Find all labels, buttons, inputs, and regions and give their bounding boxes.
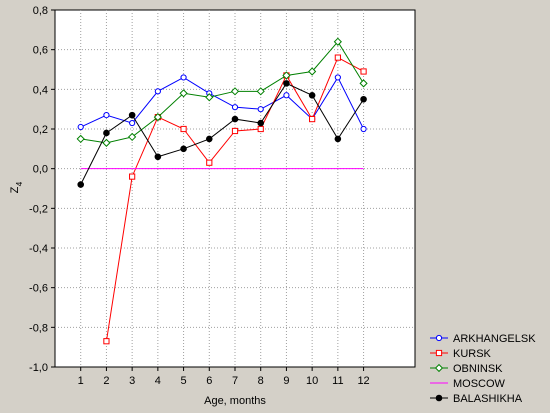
x-tick-label: 5 <box>181 375 187 387</box>
data-point-balashikha <box>231 115 239 123</box>
data-point-arkhangelsk <box>77 123 84 131</box>
legend-item-kursk: KURSK <box>430 348 492 360</box>
data-point-balashikha <box>283 80 290 87</box>
data-point-balashikha <box>205 135 213 143</box>
legend: ARKHANGELSK KURSK OBNINSK MOSCOW BALASHIKHA <box>430 333 536 405</box>
data-point-arkhangelsk <box>360 125 367 133</box>
data-point-arkhangelsk <box>283 92 290 99</box>
series-group <box>76 37 368 345</box>
data-point-arkhangelsk <box>129 119 136 127</box>
y-tick-label: -0,4 <box>29 243 48 255</box>
x-tick-label: 8 <box>258 375 264 387</box>
data-point-obninsk <box>153 112 162 122</box>
legend-label-arkhangelsk: ARKHANGELSK <box>453 333 536 345</box>
legend-marker-arkhangelsk <box>435 334 443 342</box>
data-point-obninsk <box>282 71 291 80</box>
data-point-kursk <box>180 125 187 133</box>
grid-lines <box>55 10 415 367</box>
legend-item-arkhangelsk: ARKHANGELSK <box>430 333 536 345</box>
legend-label-balashikha: BALASHIKHA <box>453 393 523 405</box>
legend-label-moscow: MOSCOW <box>453 378 506 390</box>
data-point-balashikha <box>77 181 85 188</box>
legend-marker-kursk <box>435 349 443 357</box>
y-tick-label: 0,8 <box>33 5 48 17</box>
data-point-obninsk <box>76 134 85 144</box>
data-point-obninsk <box>230 87 240 96</box>
data-point-obninsk <box>179 89 188 98</box>
series-balashikha <box>77 80 367 188</box>
y-tick-label: -0,2 <box>29 203 48 215</box>
data-point-arkhangelsk <box>231 104 239 111</box>
legend-item-obninsk: OBNINSK <box>430 363 503 375</box>
x-tick-label: 2 <box>103 375 109 387</box>
data-point-kursk <box>309 115 316 123</box>
y-tick-label: -0,8 <box>29 322 48 334</box>
data-point-obninsk <box>128 132 137 142</box>
series-line-obninsk <box>80 40 364 144</box>
legend-item-balashikha: BALASHIKHA <box>430 393 523 405</box>
data-point-arkhangelsk <box>180 74 187 81</box>
legend-label-obninsk: OBNINSK <box>453 363 503 375</box>
data-point-obninsk <box>359 79 368 88</box>
y-tick-label: 0,4 <box>33 84 48 96</box>
x-tick-label: 1 <box>78 375 84 387</box>
data-point-obninsk <box>205 93 214 102</box>
series-line-arkhangelsk <box>80 76 365 130</box>
legend-marker-obninsk <box>434 363 444 373</box>
data-point-balashikha <box>103 129 110 137</box>
x-tick-label: 12 <box>357 375 369 387</box>
data-point-kursk <box>129 173 136 180</box>
series-line-balashikha <box>80 82 364 185</box>
y-axis-label-subscript: 4 <box>15 181 24 186</box>
x-tick-label: 10 <box>306 375 318 387</box>
y-tick-label: 0,6 <box>33 45 48 57</box>
data-point-obninsk <box>102 138 111 147</box>
x-axis-ticks: 1 2 3 4 5 6 7 8 9 10 11 12 <box>78 367 370 387</box>
legend-marker-balashikha <box>435 394 443 402</box>
data-point-balashikha <box>334 135 342 143</box>
y-tick-label: -0,6 <box>29 283 48 295</box>
data-point-obninsk <box>333 37 342 46</box>
y-axis-label: Z <box>9 186 21 193</box>
data-point-arkhangelsk <box>334 74 341 81</box>
y-tick-label: 0,2 <box>33 124 48 136</box>
data-point-kursk <box>360 68 367 75</box>
data-point-balashikha <box>180 145 187 153</box>
data-point-balashikha <box>360 95 367 103</box>
x-axis-label: Age, months <box>204 395 266 407</box>
series-arkhangelsk <box>77 74 367 133</box>
data-point-balashikha <box>154 153 162 161</box>
y-tick-label: -1,0 <box>29 362 48 374</box>
legend-label-kursk: KURSK <box>453 348 492 360</box>
data-point-kursk <box>206 159 213 166</box>
x-tick-label: 4 <box>155 375 161 387</box>
y-axis-label-main: Z <box>9 186 21 193</box>
data-point-obninsk <box>256 87 265 96</box>
data-point-kursk <box>334 54 341 61</box>
data-point-kursk <box>103 338 110 345</box>
data-point-balashikha <box>257 119 265 127</box>
x-tick-label: 3 <box>129 375 135 387</box>
x-tick-label: 6 <box>206 375 212 387</box>
data-point-arkhangelsk <box>257 106 264 113</box>
data-point-kursk <box>231 127 239 135</box>
data-point-balashikha <box>128 111 136 119</box>
y-axis-ticks: -1,0 -0,8 -0,6 -0,4 -0,2 0,0 0,2 0,4 0,6 0,8 <box>29 5 55 374</box>
data-point-obninsk <box>308 67 317 76</box>
y-tick-label: 0,0 <box>33 164 48 176</box>
legend-item-moscow: MOSCOW <box>430 378 506 390</box>
x-tick-label: 9 <box>283 375 289 387</box>
x-tick-label: 11 <box>332 375 343 387</box>
data-point-kursk <box>257 125 264 133</box>
x-tick-label: 7 <box>232 375 238 387</box>
data-point-arkhangelsk <box>103 112 110 119</box>
data-point-balashikha <box>308 91 316 99</box>
data-point-arkhangelsk <box>154 88 161 95</box>
series-obninsk <box>76 37 368 147</box>
